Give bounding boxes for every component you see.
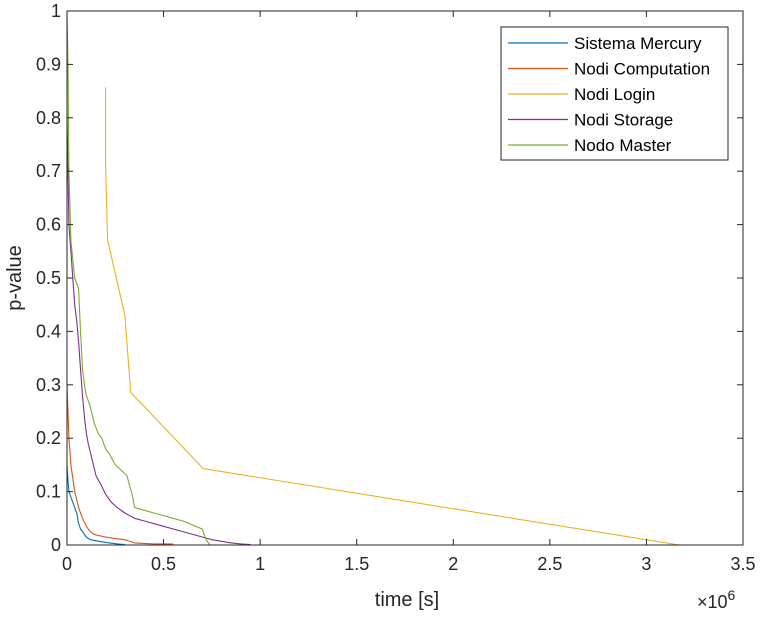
y-tick-label: 0.1 — [36, 482, 61, 502]
legend-entry: Sistema Mercury — [574, 34, 702, 53]
y-tick-label: 0.9 — [36, 54, 61, 74]
x-exponent-label: ×106 — [697, 587, 736, 612]
x-tick-label: 2 — [448, 554, 458, 574]
x-tick-label: 3 — [641, 554, 651, 574]
series-line-0 — [66, 464, 125, 546]
series-line-2 — [105, 87, 680, 546]
legend-entry: Nodo Master — [574, 136, 672, 155]
series-line-1 — [66, 384, 174, 545]
series-line-3 — [66, 117, 251, 546]
x-tick-label: 2.5 — [537, 554, 562, 574]
y-tick-label: 0.8 — [36, 108, 61, 128]
y-tick-label: 0.6 — [36, 215, 61, 235]
y-tick-label: 0.7 — [36, 161, 61, 181]
legend-entry: Nodi Login — [574, 85, 655, 104]
legend: Sistema Mercury Nodi Computation Nodi Logi… — [500, 26, 729, 161]
y-tick-label: 0.2 — [36, 428, 61, 448]
y-tick-label: 0.4 — [36, 321, 61, 341]
y-tick-label: 1 — [51, 1, 61, 21]
y-tick-label: 0.5 — [36, 268, 61, 288]
x-exponent-power: 6 — [728, 587, 736, 603]
legend-entry: Nodi Storage — [574, 111, 673, 130]
x-tick-label: 0.5 — [151, 554, 176, 574]
x-tick-label: 0 — [62, 554, 72, 574]
series-line-4 — [66, 10, 211, 546]
series-layer — [66, 10, 680, 546]
y-axis-title: p-value — [4, 245, 26, 311]
legend-entry: Nodi Computation — [574, 60, 710, 79]
x-axis-title: time [s] — [375, 589, 439, 611]
axes-layer: 0 0.5 1 1.5 2 2.5 3 3.5 0 0.1 0.2 0.3 0.4 0.5 0.6 0.7 0.… — [36, 1, 756, 574]
x-tick-label: 1.5 — [344, 554, 369, 574]
x-tick-label: 3.5 — [730, 554, 755, 574]
y-tick-label: 0.3 — [36, 375, 61, 395]
x-tick-label: 1 — [255, 554, 265, 574]
y-tick-label: 0 — [51, 535, 61, 555]
x-exponent-base: ×10 — [697, 592, 728, 612]
